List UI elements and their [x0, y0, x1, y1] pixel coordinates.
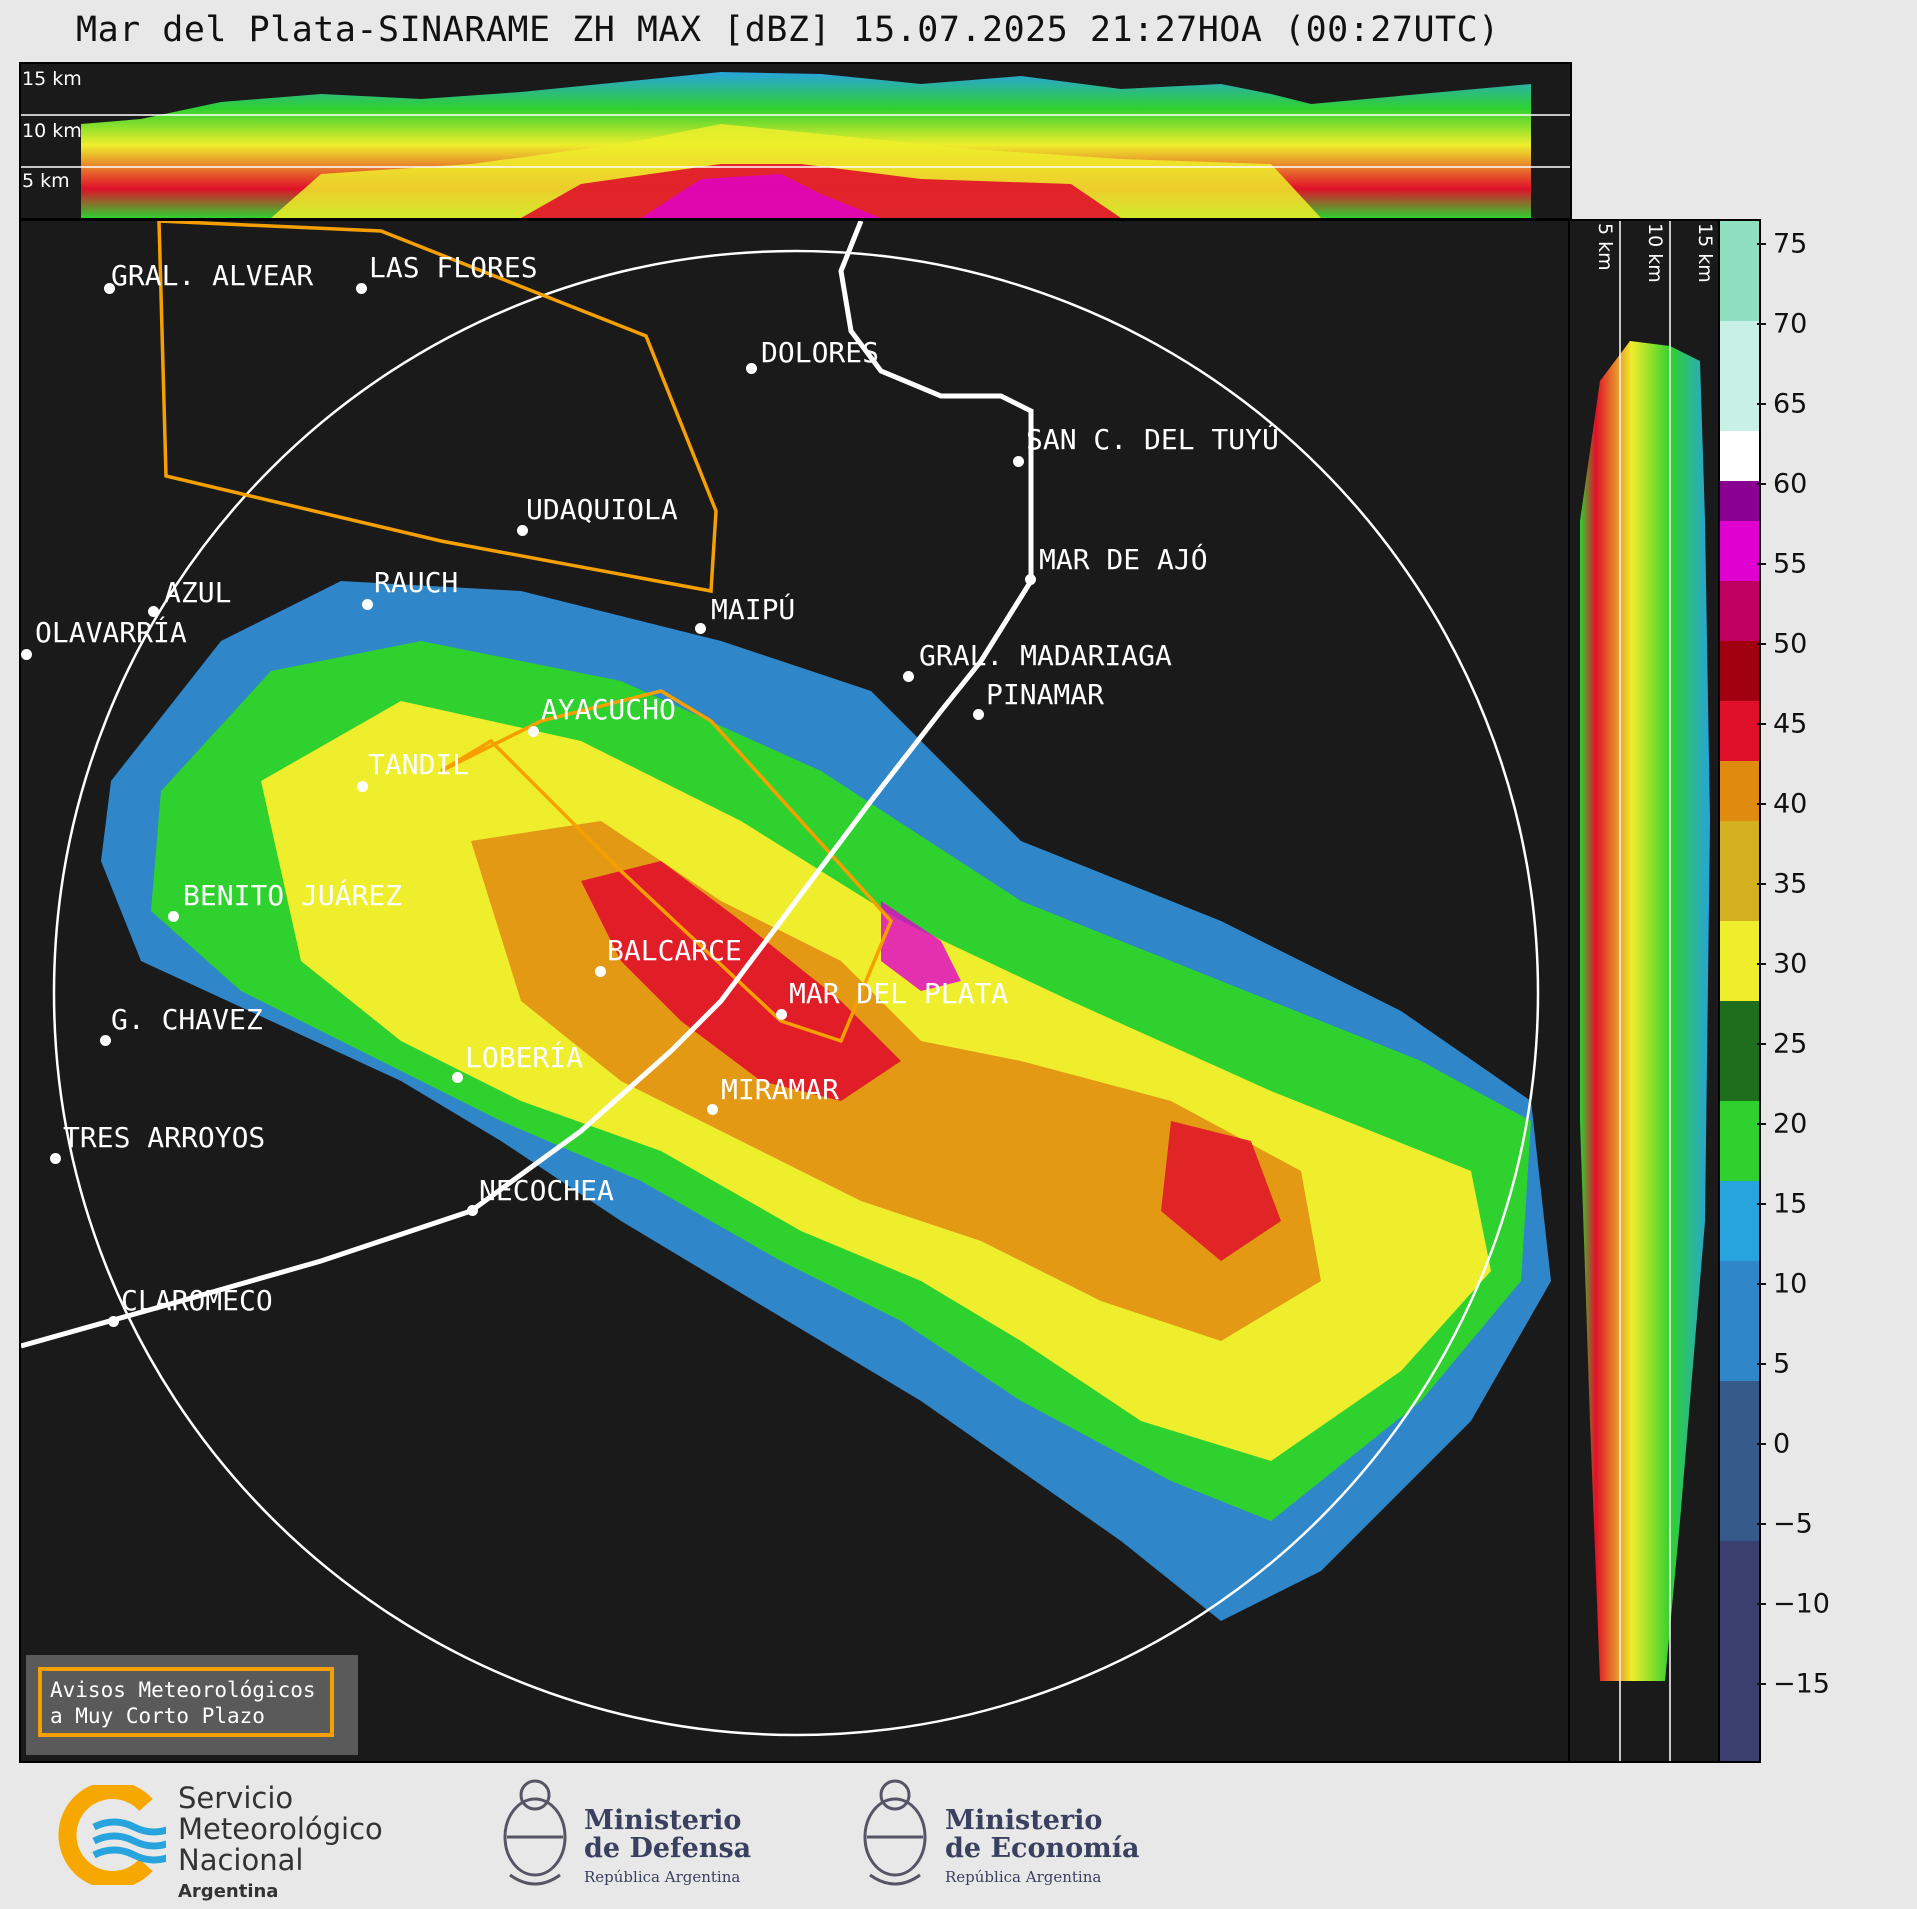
top-km-label-15: 15 km — [22, 68, 82, 90]
city-marker — [104, 283, 115, 294]
city-marker — [528, 726, 539, 737]
side-profile-image — [1580, 221, 1710, 1761]
side-km-label-5: 5 km — [1594, 223, 1616, 271]
colorbar-tick-label: 10 — [1773, 1268, 1808, 1300]
city-label-maipu: MAIPÚ — [711, 593, 796, 626]
radar-reflectivity-map — [21, 221, 1551, 1737]
city-marker — [108, 1316, 119, 1327]
city-label-loberia: LOBERÍA — [465, 1041, 584, 1074]
side-km-label-10: 10 km — [1644, 223, 1666, 283]
city-label-miramar: MIRAMAR — [721, 1073, 840, 1106]
colorbar-tick-label: −5 — [1773, 1508, 1813, 1540]
city-marker — [357, 781, 368, 792]
city-label-balcarce: BALCARCE — [607, 934, 742, 967]
colorbar-tick-label: 50 — [1773, 628, 1808, 660]
city-label-olavarria: OLAVARRÍA — [35, 616, 187, 649]
colorbar-tick-label: 20 — [1773, 1108, 1808, 1140]
warning-polygon-north — [157, 221, 718, 594]
city-label-san-c-del-tuyu: SAN C. DEL TUYÚ — [1026, 423, 1279, 456]
city-label-mar-del-plata: MAR DEL PLATA — [789, 977, 1009, 1010]
city-marker — [517, 525, 528, 536]
colorbar-tick-label: 25 — [1773, 1028, 1808, 1060]
city-label-tandil: TANDIL — [368, 748, 470, 781]
city-marker — [467, 1205, 478, 1216]
side-km-label-15: 15 km — [1694, 223, 1716, 283]
city-marker — [746, 363, 757, 374]
colorbar-tick-label: −15 — [1773, 1668, 1830, 1700]
city-label-las-flores: LAS FLORES — [369, 251, 538, 284]
colorbar-tick-label: −10 — [1773, 1588, 1830, 1620]
warning-legend-box: Avisos Meteorológicos a Muy Corto Plazo — [26, 1655, 358, 1755]
colorbar-tick-label: 15 — [1773, 1188, 1808, 1220]
city-marker — [452, 1072, 463, 1083]
colorbar-labels: 75 70 65 60 55 50 45 40 35 30 25 20 15 1… — [1757, 219, 1907, 1763]
defensa-logo-text: Ministerio de Defensa República Argentin… — [584, 1805, 752, 1887]
colorbar-tick-label: 75 — [1773, 228, 1808, 260]
colorbar-tick-label: 5 — [1773, 1348, 1791, 1380]
city-marker — [973, 709, 984, 720]
colorbar-tick-label: 60 — [1773, 468, 1808, 500]
top-profile-image — [21, 72, 1570, 218]
city-marker — [695, 623, 706, 634]
warning-legend-line1: Avisos Meteorológicos — [50, 1678, 316, 1702]
dbz-colorbar — [1718, 219, 1761, 1763]
city-label-mar-de-ajo: MAR DE AJÓ — [1039, 543, 1208, 576]
radar-map-panel: GRAL. ALVEAR LAS FLORES DOLORES SAN C. D… — [19, 219, 1572, 1763]
city-marker — [148, 606, 159, 617]
colorbar-tick-label: 0 — [1773, 1428, 1791, 1460]
city-marker — [100, 1035, 111, 1046]
colorbar-tick-label: 70 — [1773, 308, 1808, 340]
colorbar-tick-label: 40 — [1773, 788, 1808, 820]
side-profile-echo — [1580, 341, 1710, 1681]
city-marker — [168, 911, 179, 922]
defensa-coat-of-arms-icon — [503, 1779, 567, 1886]
smn-logo-icon — [58, 1785, 166, 1885]
colorbar-tick-label: 35 — [1773, 868, 1808, 900]
city-label-dolores: DOLORES — [761, 336, 880, 369]
city-marker — [1025, 574, 1036, 585]
warning-legend-line2: a Muy Corto Plazo — [50, 1704, 265, 1728]
city-marker — [21, 649, 32, 660]
city-label-benito-juarez: BENITO JUÁREZ — [183, 879, 403, 912]
city-label-g-chavez: G. CHAVEZ — [111, 1003, 263, 1036]
city-label-gral-alvear: GRAL. ALVEAR — [111, 259, 314, 292]
city-label-udaquiola: UDAQUIOLA — [526, 493, 678, 526]
colorbar-tick-label: 45 — [1773, 708, 1808, 740]
colorbar-tick-label: 65 — [1773, 388, 1808, 420]
coastline — [21, 221, 1034, 1349]
city-marker — [903, 671, 914, 682]
economia-coat-of-arms-icon — [863, 1779, 927, 1886]
colorbar-tick-label: 30 — [1773, 948, 1808, 980]
city-label-gral-madariaga: GRAL. MADARIAGA — [919, 639, 1172, 672]
city-marker — [707, 1104, 718, 1115]
top-km-label-5: 5 km — [22, 170, 70, 192]
city-marker — [356, 283, 367, 294]
range-ring — [52, 249, 1540, 1737]
warning-legend-frame: Avisos Meteorológicos a Muy Corto Plazo — [38, 1667, 334, 1737]
city-label-claromeco: CLAROMECO — [121, 1284, 273, 1317]
city-marker — [50, 1153, 61, 1164]
colorbar-gradient — [1720, 221, 1759, 1761]
footer-logos: Servicio Meteorológico Nacional Argentin… — [0, 1763, 1917, 1909]
colorbar-tick-label: 55 — [1773, 548, 1808, 580]
side-vertical-profile-panel: 5 km 10 km 15 km — [1568, 219, 1722, 1763]
economia-logo-text: Ministerio de Economía República Argenti… — [945, 1805, 1140, 1887]
city-marker — [362, 599, 373, 610]
top-km-label-10: 10 km — [22, 120, 82, 142]
city-marker — [1013, 456, 1024, 467]
chart-title: Mar del Plata-SINARAME ZH MAX [dBZ] 15.0… — [76, 10, 1500, 50]
city-label-ayacucho: AYACUCHO — [541, 693, 676, 726]
city-label-azul: AZUL — [164, 576, 232, 609]
city-label-necochea: NECOCHEA — [479, 1174, 614, 1207]
smn-logo-text: Servicio Meteorológico Nacional Argentin… — [178, 1781, 383, 1903]
city-marker — [595, 966, 606, 977]
warning-polygon-south — [440, 689, 894, 1044]
city-marker — [776, 1009, 787, 1020]
city-label-pinamar: PINAMAR — [986, 678, 1105, 711]
top-vertical-profile-panel: 15 km 10 km 5 km — [19, 62, 1572, 220]
city-label-rauch: RAUCH — [374, 566, 459, 599]
city-label-tres-arroyos: TRES ARROYOS — [63, 1121, 266, 1154]
